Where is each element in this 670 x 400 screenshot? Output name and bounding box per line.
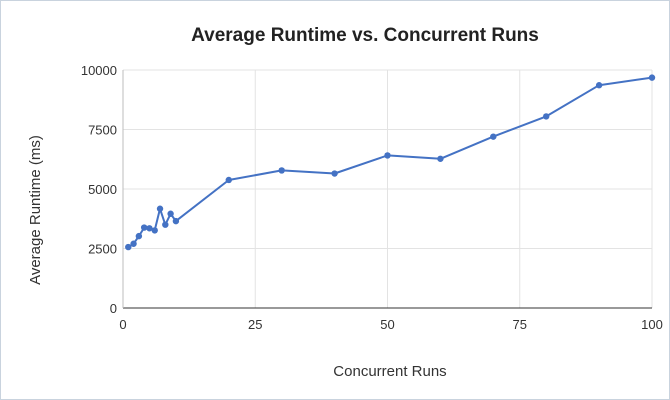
- series-line: [127, 76, 653, 248]
- data-point: [437, 155, 444, 162]
- chart-title: Average Runtime vs. Concurrent Runs: [191, 25, 539, 46]
- data-point: [225, 176, 232, 184]
- data-point: [172, 217, 180, 225]
- y-axis-label: Average Runtime (ms): [27, 135, 44, 285]
- x-axis-label: Concurrent Runs: [333, 363, 446, 380]
- data-point: [140, 224, 148, 231]
- tick-labels: 0 2500 5000 7500 10000 0 25 50 75 100: [81, 63, 663, 332]
- data-point: [125, 243, 132, 251]
- data-point: [543, 113, 550, 120]
- x-tick-label: 100: [641, 317, 663, 332]
- data-point: [384, 152, 391, 159]
- data-point: [167, 210, 174, 217]
- y-tick-label: 0: [110, 301, 117, 316]
- y-tick-label: 5000: [88, 182, 117, 197]
- series-lines: [127, 76, 653, 248]
- data-point: [278, 167, 285, 174]
- x-tick-label: 75: [513, 317, 527, 332]
- data-point: [595, 82, 603, 89]
- y-tick-label: 2500: [88, 242, 117, 257]
- x-tick-label: 50: [380, 317, 394, 332]
- data-point: [331, 170, 338, 177]
- data-point: [490, 133, 497, 140]
- series-points: [125, 74, 656, 251]
- y-tick-label: 7500: [88, 123, 117, 138]
- gridlines: [123, 69, 653, 308]
- data-point: [151, 227, 158, 234]
- x-tick-label: 25: [248, 317, 262, 332]
- x-tick-label: 0: [119, 317, 126, 332]
- axes: [122, 70, 652, 309]
- data-point: [156, 205, 164, 212]
- data-point: [146, 225, 153, 232]
- data-point: [648, 74, 656, 81]
- data-point: [162, 221, 169, 228]
- data-point: [135, 232, 143, 240]
- data-point: [130, 240, 137, 247]
- y-tick-label: 10000: [81, 63, 117, 78]
